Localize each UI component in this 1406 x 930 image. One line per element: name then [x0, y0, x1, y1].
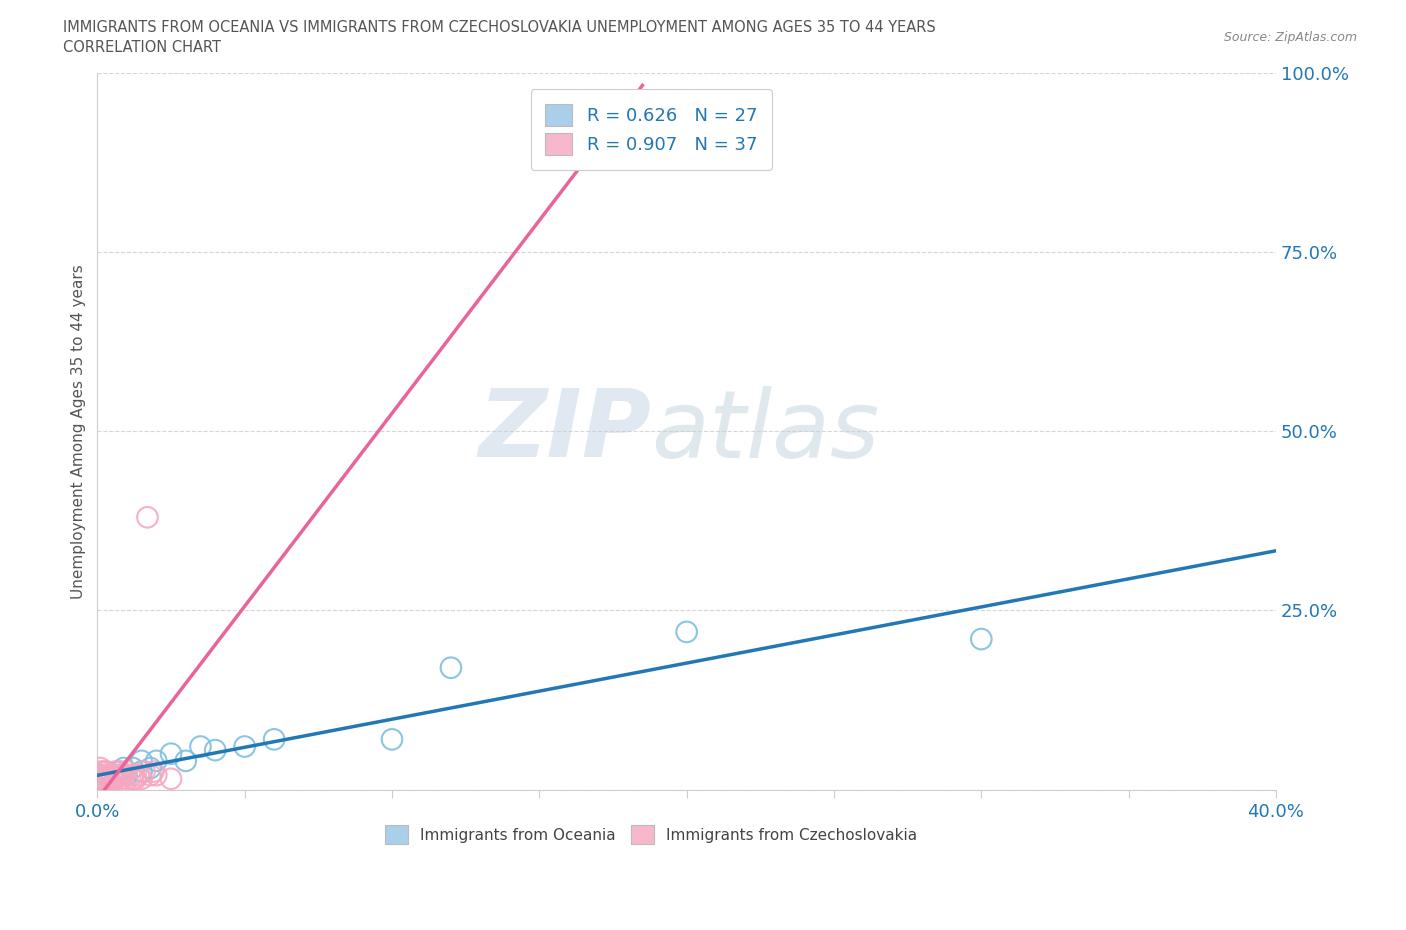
Text: CORRELATION CHART: CORRELATION CHART [63, 40, 221, 55]
Point [131, 771, 153, 786]
Point [89, 768, 111, 783]
Point [160, 771, 183, 786]
Point [263, 732, 285, 747]
Point [115, 768, 138, 783]
Point [970, 631, 993, 646]
Point [121, 771, 143, 786]
Point [131, 764, 153, 779]
Point [91, 768, 114, 783]
Point [104, 771, 127, 786]
Point [160, 746, 183, 761]
Point [112, 768, 135, 783]
Point [142, 764, 165, 779]
Point [128, 768, 150, 783]
Point [110, 764, 132, 779]
Point [104, 771, 127, 786]
Y-axis label: Unemployment Among Ages 35 to 44 years: Unemployment Among Ages 35 to 44 years [72, 264, 86, 599]
Point [96, 764, 118, 779]
Point [233, 739, 256, 754]
Point [89, 771, 111, 786]
Text: ZIP: ZIP [478, 385, 651, 477]
Point [89, 775, 111, 790]
Text: Source: ZipAtlas.com: Source: ZipAtlas.com [1223, 31, 1357, 44]
Point [96, 771, 118, 786]
Text: IMMIGRANTS FROM OCEANIA VS IMMIGRANTS FROM CZECHOSLOVAKIA UNEMPLOYMENT AMONG AGE: IMMIGRANTS FROM OCEANIA VS IMMIGRANTS FR… [63, 20, 936, 35]
Point [190, 739, 212, 754]
Point [89, 761, 111, 776]
Point [115, 771, 138, 786]
Point [104, 764, 127, 779]
Point [124, 771, 146, 786]
Point [98, 771, 121, 786]
Point [89, 775, 111, 790]
Point [91, 771, 114, 786]
Point [131, 753, 153, 768]
Point [96, 775, 118, 790]
Point [110, 771, 132, 786]
Text: atlas: atlas [651, 386, 880, 477]
Point [107, 764, 129, 779]
Point [440, 660, 463, 675]
Point [96, 764, 118, 779]
Point [98, 768, 121, 783]
Point [89, 764, 111, 779]
Point [112, 761, 135, 776]
Point [675, 624, 697, 639]
Point [96, 768, 118, 783]
Legend: Immigrants from Oceania, Immigrants from Czechoslovakia: Immigrants from Oceania, Immigrants from… [380, 819, 924, 850]
Point [91, 764, 114, 779]
Point [107, 768, 129, 783]
Point [101, 771, 124, 786]
Point [145, 768, 167, 783]
Point [121, 761, 143, 776]
Point [381, 732, 404, 747]
Point [115, 764, 138, 779]
Point [121, 768, 143, 783]
Point [558, 123, 581, 138]
Point [204, 743, 226, 758]
Point [136, 510, 159, 525]
Point [110, 768, 132, 783]
Point [139, 761, 162, 776]
Point [91, 771, 114, 786]
Point [91, 768, 114, 783]
Point [101, 768, 124, 783]
Point [174, 753, 197, 768]
Point [139, 768, 162, 783]
Point [145, 753, 167, 768]
Point [134, 764, 156, 779]
Point [616, 123, 638, 138]
Point [98, 771, 121, 786]
Point [91, 775, 114, 790]
Point [101, 768, 124, 783]
